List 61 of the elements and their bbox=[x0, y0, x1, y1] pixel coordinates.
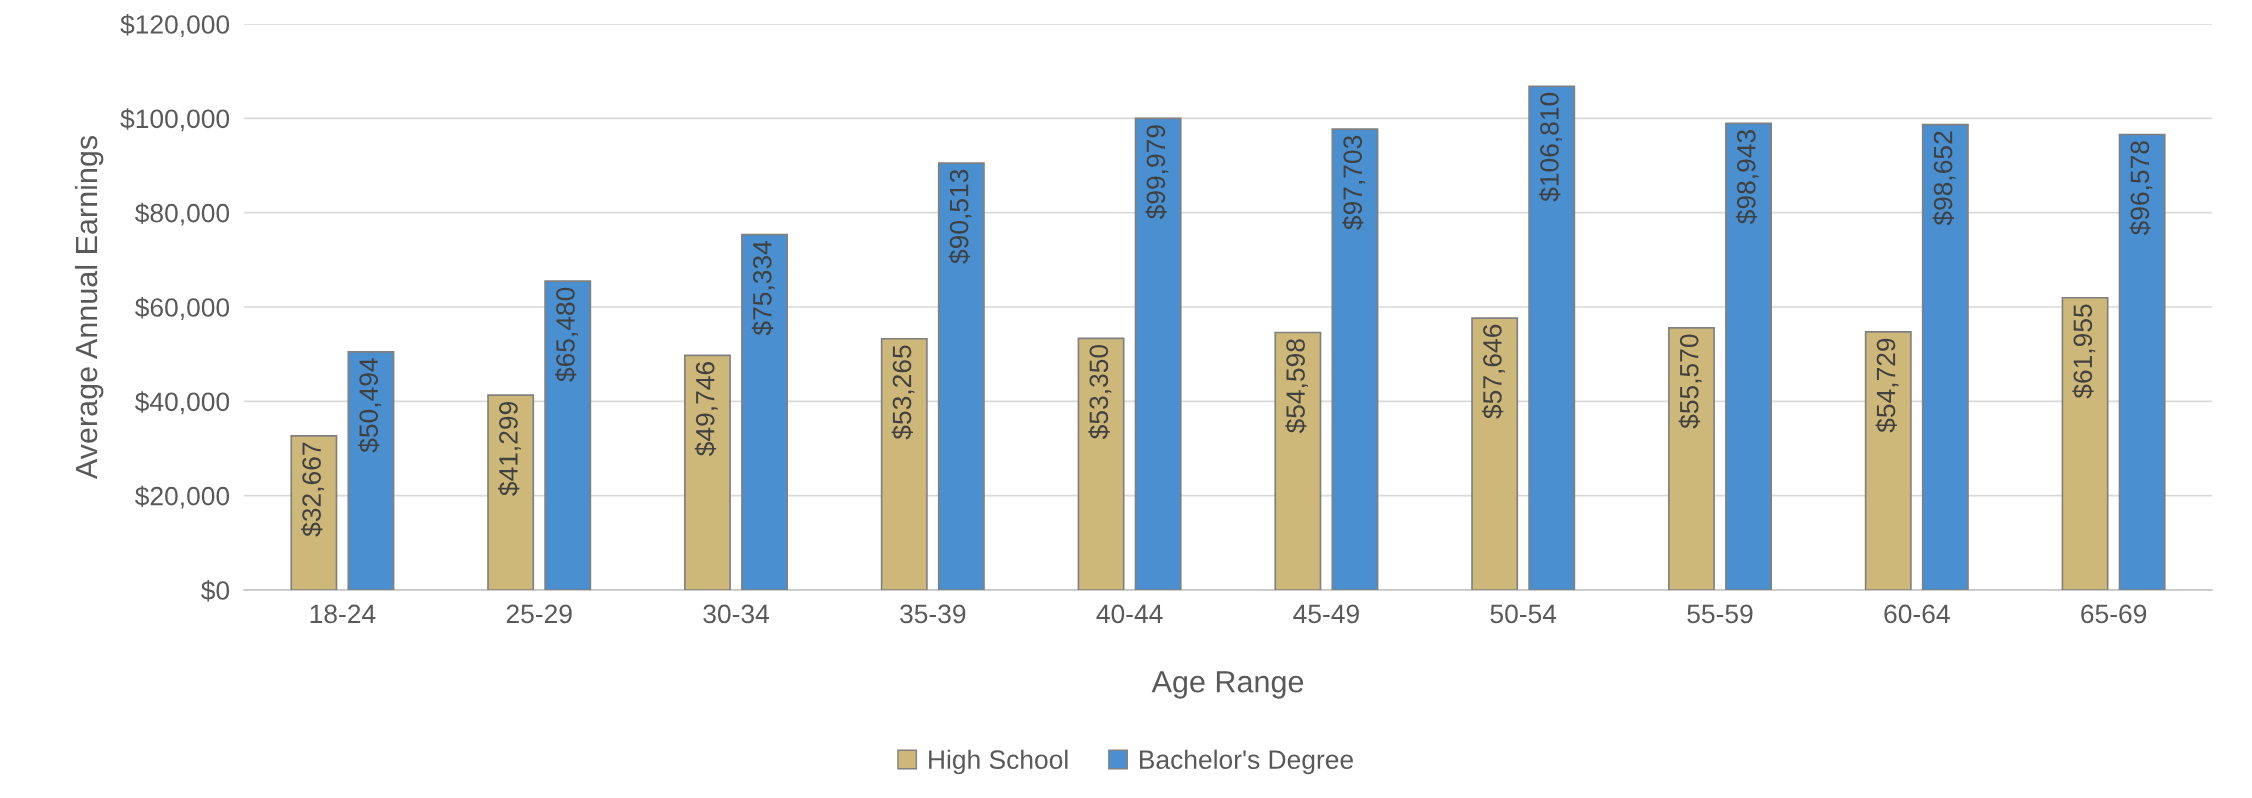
bar bbox=[880, 337, 928, 590]
bar bbox=[1725, 122, 1773, 590]
bar bbox=[1471, 317, 1519, 590]
data-label: $106,810 bbox=[1539, 92, 1562, 202]
bar bbox=[937, 162, 985, 590]
legend-label: Bachelor's Degree bbox=[1140, 749, 1353, 775]
bar bbox=[1134, 117, 1182, 590]
x-tick-label: 35-39 bbox=[900, 604, 966, 624]
data-label: $49,746 bbox=[694, 362, 718, 457]
data-label: $55,570 bbox=[1678, 334, 1702, 429]
data-label: $99,979 bbox=[1145, 125, 1169, 220]
y-tick-label: $120,000 bbox=[120, 14, 230, 37]
bar bbox=[683, 354, 731, 590]
data-label: $65,480 bbox=[555, 287, 578, 382]
bar bbox=[1667, 327, 1715, 590]
bar bbox=[2061, 296, 2109, 590]
x-tick-label: 65-69 bbox=[2081, 604, 2147, 624]
bar bbox=[487, 394, 535, 590]
data-label: $97,703 bbox=[1342, 135, 1366, 230]
data-label: $98,652 bbox=[1932, 131, 1956, 226]
bar bbox=[2118, 133, 2166, 590]
data-label: $61,955 bbox=[2072, 304, 2096, 399]
x-tick-label: 55-59 bbox=[1687, 604, 1753, 624]
data-label: $90,513 bbox=[948, 169, 972, 264]
data-label: $54,598 bbox=[1285, 339, 1309, 434]
data-label: $57,646 bbox=[1481, 324, 1505, 419]
bar bbox=[544, 280, 592, 590]
y-tick-label: $100,000 bbox=[120, 108, 230, 132]
data-label: $53,265 bbox=[891, 345, 915, 440]
bar bbox=[1274, 331, 1322, 590]
x-tick-label: 50-54 bbox=[1490, 604, 1557, 624]
legend-label: High School bbox=[929, 749, 1068, 775]
x-tick-label: 18-24 bbox=[310, 604, 376, 624]
bar bbox=[1331, 128, 1379, 590]
y-tick-label: $40,000 bbox=[135, 391, 230, 415]
bar bbox=[1921, 123, 1969, 590]
bar bbox=[1528, 85, 1576, 590]
data-label: $75,334 bbox=[751, 240, 775, 336]
x-tick-label: 30-34 bbox=[703, 604, 769, 624]
bar bbox=[1864, 331, 1912, 590]
y-tick-label: $0 bbox=[201, 580, 230, 602]
y-axis-title: Average Annual Earnings bbox=[74, 135, 104, 480]
bar bbox=[290, 435, 338, 590]
y-tick-label: $60,000 bbox=[135, 297, 230, 320]
data-label: $32,667 bbox=[301, 442, 325, 537]
bar bbox=[741, 233, 789, 590]
y-tick-label: $80,000 bbox=[135, 202, 230, 226]
x-tick-label: 40-44 bbox=[1096, 604, 1163, 624]
x-tick-label: 60-64 bbox=[1884, 604, 1950, 624]
x-tick-label: 45-49 bbox=[1293, 604, 1359, 624]
x-tick-label: 25-29 bbox=[506, 604, 572, 624]
bar bbox=[1077, 337, 1125, 590]
x-axis-title: Age Range bbox=[1151, 671, 1304, 699]
data-label: $50,494 bbox=[358, 358, 382, 453]
data-label: $96,578 bbox=[2129, 141, 2153, 236]
y-tick-label: $20,000 bbox=[135, 485, 230, 509]
bar bbox=[347, 351, 395, 590]
data-label: $41,299 bbox=[497, 402, 521, 496]
data-label: $53,350 bbox=[1088, 344, 1112, 440]
data-label: $98,943 bbox=[1735, 130, 1759, 224]
data-label: $54,729 bbox=[1875, 338, 1899, 433]
